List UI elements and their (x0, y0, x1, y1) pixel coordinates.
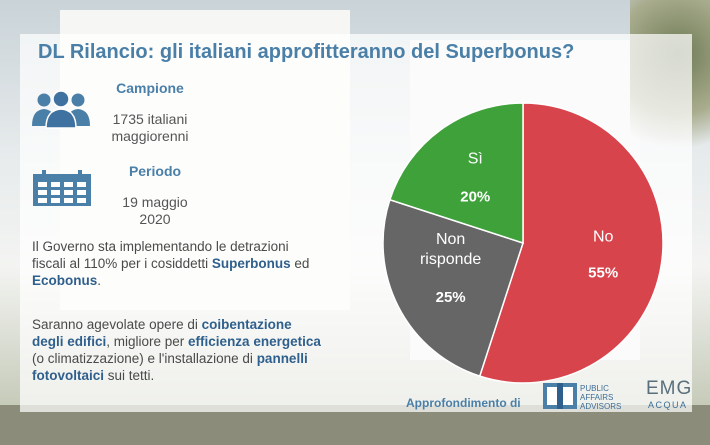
pie-slice-non-risponde (382, 198, 524, 378)
pie-category-label: Sì (468, 150, 483, 167)
acqua-logo: ACQUA (648, 400, 688, 410)
page-title: DL Rilancio: gli italiani approfitterann… (38, 41, 575, 63)
pie-category-label: No (593, 229, 614, 246)
sample-label: Campione (116, 80, 184, 96)
pie-category-label: Non risponde (420, 231, 481, 268)
pie-value-label: 55% (588, 265, 618, 282)
description-paragraph-2: Saranno agevolate opere di coibentazione… (32, 317, 321, 383)
period-label: Periodo (128, 163, 182, 179)
pie-chart: No 55% Non risponde 25% Sì 20% (382, 102, 664, 384)
sample-value: 1735 italiani maggiorenni (111, 111, 189, 144)
calendar-icon (33, 170, 91, 206)
pie-slice-sì (388, 102, 524, 245)
people-icon (32, 90, 90, 129)
pie-slice-no (478, 102, 664, 384)
pie-value-label: 25% (436, 289, 466, 306)
pie-value-label: 20% (460, 188, 490, 205)
public-affairs-logo-text: PUBLIC AFFAIRS ADVISORS (580, 384, 622, 411)
emg-logo: EMG (646, 378, 693, 399)
description-paragraph-1: Il Governo sta implementando le detrazio… (32, 239, 310, 288)
period-value: 19 maggio 2020 (122, 194, 188, 227)
public-affairs-logo-icon (543, 383, 577, 409)
footer-label: Approfondimento di (406, 396, 521, 410)
